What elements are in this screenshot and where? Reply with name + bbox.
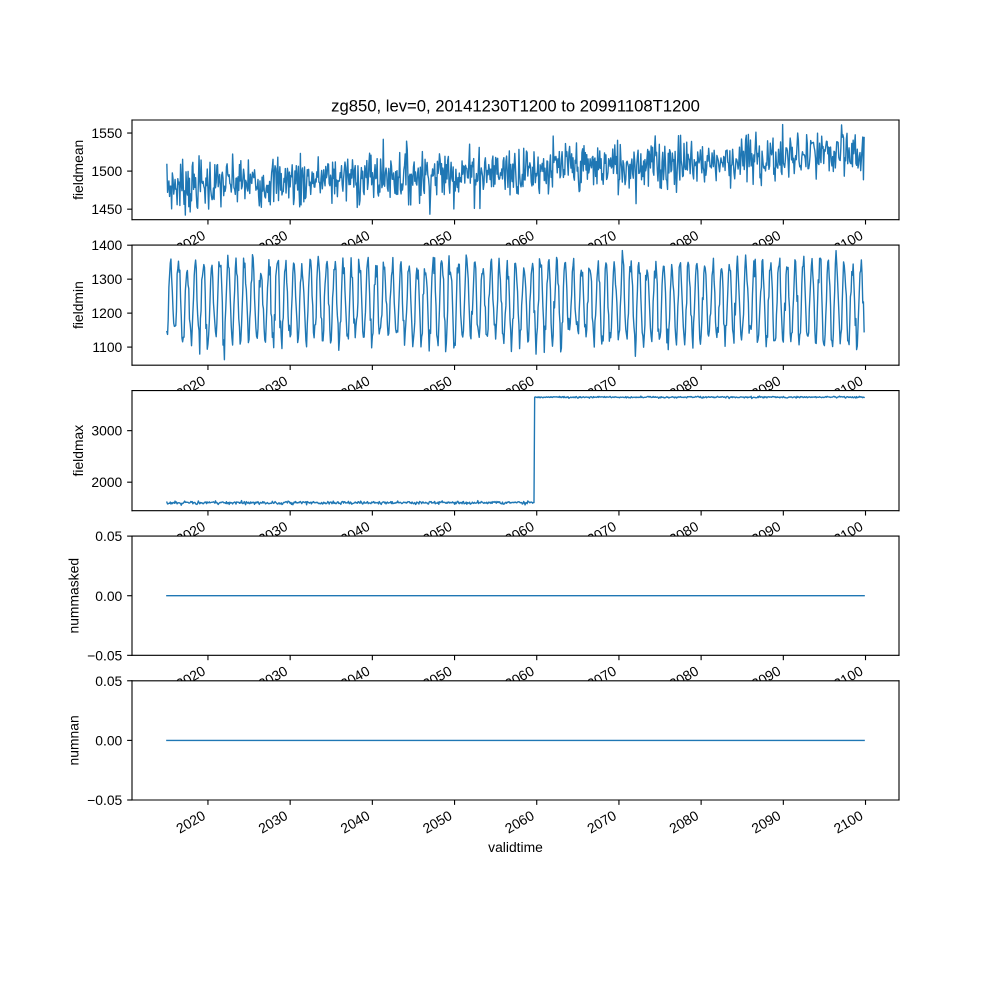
svg-text:1500: 1500	[91, 163, 122, 179]
svg-text:fieldmin: fieldmin	[70, 281, 86, 329]
svg-text:numnan: numnan	[66, 715, 82, 765]
svg-text:0.05: 0.05	[95, 528, 122, 544]
svg-text:1450: 1450	[91, 201, 122, 217]
svg-text:nummasked: nummasked	[66, 558, 82, 634]
svg-text:1550: 1550	[91, 125, 122, 141]
svg-text:1100: 1100	[92, 339, 122, 355]
svg-text:zg850, lev=0, 20141230T1200 to: zg850, lev=0, 20141230T1200 to 20991108T…	[331, 97, 700, 116]
svg-text:fieldmax: fieldmax	[70, 425, 86, 477]
svg-text:−0.05: −0.05	[87, 647, 122, 663]
svg-text:0.05: 0.05	[95, 673, 122, 689]
svg-text:validtime: validtime	[488, 839, 543, 855]
svg-text:fieldmean: fieldmean	[70, 140, 86, 200]
svg-text:2000: 2000	[91, 474, 122, 490]
svg-text:−0.05: −0.05	[87, 792, 122, 808]
svg-text:3000: 3000	[91, 423, 122, 439]
svg-text:1300: 1300	[91, 271, 122, 287]
svg-text:1400: 1400	[91, 237, 122, 253]
svg-text:0.00: 0.00	[95, 588, 122, 604]
svg-text:0.00: 0.00	[95, 732, 122, 748]
svg-text:1200: 1200	[91, 305, 122, 321]
